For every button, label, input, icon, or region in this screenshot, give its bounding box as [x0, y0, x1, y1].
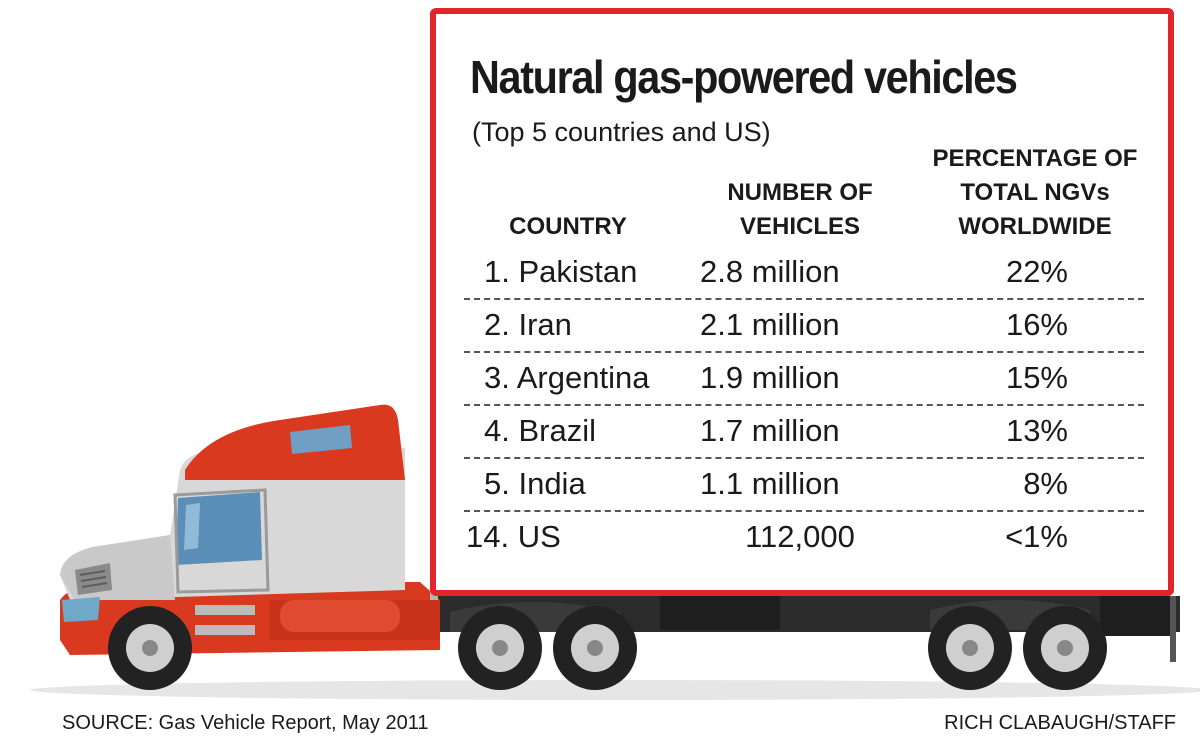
- cell-vehicles: 1.1 million: [700, 466, 840, 501]
- row-divider: [464, 298, 1144, 300]
- header-percentage: PERCENTAGE OF TOTAL NGVs WORLDWIDE: [932, 145, 1138, 240]
- cell-country: 1. Pakistan: [484, 254, 638, 289]
- cell-vehicles: 2.1 million: [700, 307, 840, 342]
- cell-country: 4. Brazil: [484, 413, 596, 448]
- cell-percent: 16%: [1005, 307, 1068, 342]
- cell-country: 14. US: [466, 519, 561, 554]
- source-note: SOURCE: Gas Vehicle Report, May 2011: [62, 712, 429, 734]
- row-divider: [464, 457, 1144, 459]
- chart-subtitle: (Top 5 countries and US): [472, 117, 771, 147]
- header-country: COUNTRY: [509, 213, 627, 240]
- cell-percent: 15%: [1005, 360, 1068, 395]
- cell-country: 5. India: [484, 466, 586, 501]
- cell-percent: 22%: [1005, 254, 1068, 289]
- row-divider: [464, 404, 1144, 406]
- cell-vehicles: 112,000: [745, 519, 855, 554]
- row-divider: [464, 351, 1144, 353]
- cell-vehicles: 2.8 million: [700, 254, 840, 289]
- credit-note: RICH CLABAUGH/STAFF: [944, 712, 1176, 734]
- cell-percent: <1%: [1005, 519, 1068, 554]
- cell-percent: 13%: [1005, 413, 1068, 448]
- wheel-front: [108, 606, 192, 690]
- cell-vehicles: 1.9 million: [700, 360, 840, 395]
- cell-country: 3. Argentina: [484, 360, 650, 395]
- cell-vehicles: 1.7 million: [700, 413, 840, 448]
- cell-country: 2. Iran: [484, 307, 572, 342]
- row-divider: [464, 510, 1144, 512]
- header-vehicles: NUMBER OF VEHICLES: [727, 179, 873, 240]
- cell-percent: 8%: [1023, 466, 1068, 501]
- trailer-panel: [430, 8, 1174, 596]
- chart-title: Natural gas-powered vehicles: [470, 51, 1018, 103]
